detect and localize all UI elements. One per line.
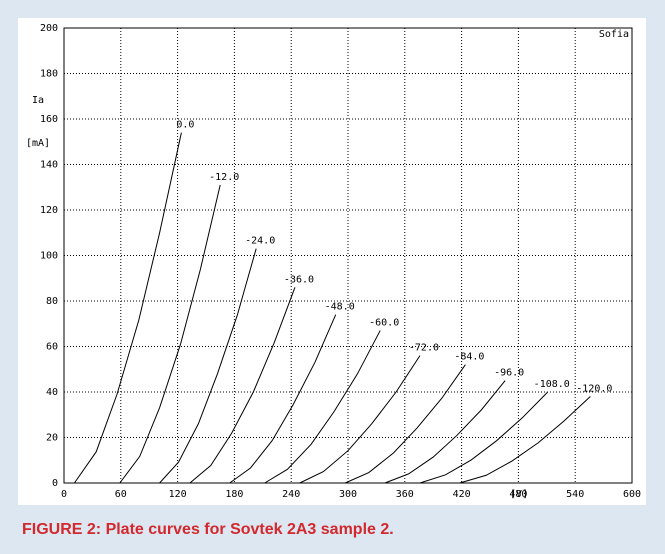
- y-tick-label: 60: [46, 342, 58, 353]
- annotation: Sofia: [599, 29, 629, 40]
- curve-label: -36.0: [284, 274, 314, 285]
- y-axis-label: Ia: [32, 95, 44, 106]
- x-tick-label: 180: [225, 489, 243, 500]
- curve-label: -72.0: [409, 343, 439, 354]
- curve-label: -120.0: [576, 384, 612, 395]
- x-tick-label: 60: [115, 489, 127, 500]
- plate-curve: [119, 184, 221, 484]
- curve-label: -108.0: [534, 379, 570, 390]
- y-tick-label: 160: [40, 114, 58, 125]
- plate-curve: [299, 355, 421, 484]
- x-tick-label: 240: [282, 489, 300, 500]
- x-tick-label: 120: [169, 489, 187, 500]
- y-tick-label: 20: [46, 433, 58, 444]
- y-axis-unit: [mA]: [26, 138, 50, 149]
- x-axis-unit: [V]: [510, 489, 528, 500]
- curve-label: -24.0: [245, 236, 275, 247]
- plate-curve: [264, 330, 381, 484]
- x-tick-label: 0: [61, 489, 67, 500]
- plate-curve: [74, 132, 182, 484]
- y-tick-label: 40: [46, 387, 58, 398]
- curve-label: 0.0: [176, 120, 194, 131]
- curve-label: -48.0: [325, 302, 355, 313]
- curve-label: -96.0: [494, 368, 524, 379]
- x-tick-label: 540: [566, 489, 584, 500]
- curve-label: -60.0: [369, 318, 399, 329]
- plate-curve: [189, 287, 296, 484]
- y-tick-label: 80: [46, 296, 58, 307]
- plate-curve: [229, 314, 337, 484]
- y-tick-label: 0: [52, 478, 58, 489]
- y-tick-label: 180: [40, 69, 58, 80]
- y-tick-label: 200: [40, 23, 58, 34]
- x-tick-label: 420: [453, 489, 471, 500]
- x-tick-label: 360: [396, 489, 414, 500]
- x-tick-label: 480: [509, 489, 527, 500]
- y-tick-label: 120: [40, 205, 58, 216]
- plot-panel: [18, 18, 646, 505]
- x-tick-label: 300: [339, 489, 357, 500]
- curve-label: -84.0: [454, 352, 484, 363]
- y-tick-label: 100: [40, 251, 58, 262]
- curve-label: -12.0: [209, 172, 239, 183]
- plate-curve: [344, 364, 466, 484]
- x-tick-label: 600: [623, 489, 641, 500]
- caption: FIGURE 2: Plate curves for Sovtek 2A3 sa…: [22, 521, 394, 538]
- plate-curve: [384, 380, 506, 484]
- plate-curve: [159, 248, 257, 484]
- plate-curve: [419, 391, 549, 484]
- plate-curve: [459, 396, 591, 484]
- y-tick-label: 140: [40, 160, 58, 171]
